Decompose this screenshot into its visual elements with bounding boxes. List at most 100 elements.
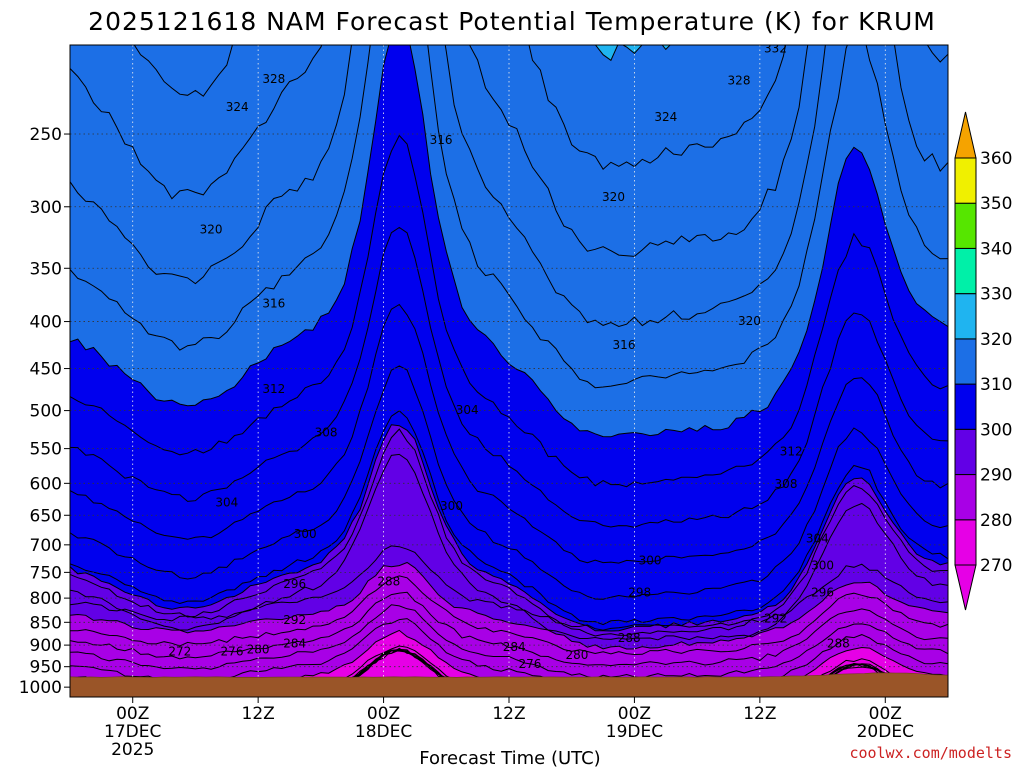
y-tick-label: 500 [30, 402, 62, 422]
contour-label: 320 [602, 190, 625, 204]
y-tick-label: 650 [30, 506, 62, 526]
y-tick-label: 450 [30, 360, 62, 380]
contour-label: 280 [565, 648, 588, 662]
colorbar-label: 310 [980, 375, 1012, 395]
contour-label: 288 [618, 631, 641, 645]
contour-label: 304 [806, 532, 829, 546]
x-tick-label: 12Z [743, 704, 776, 724]
terrain [70, 672, 948, 697]
colorbar-segment [954, 519, 977, 566]
x-tick-label: 00Z [618, 704, 651, 724]
x-tick-label: 18DEC [355, 722, 412, 742]
contour-label: 308 [775, 477, 798, 491]
contour-label: 320 [738, 314, 761, 328]
contour-label: 280 [247, 643, 270, 657]
contour-line [70, 561, 948, 641]
colorbar-segment [954, 157, 977, 204]
y-tick-label: 1000 [19, 678, 62, 698]
colorbar-label: 350 [980, 194, 1012, 214]
colorbar-segment [954, 247, 977, 295]
y-tick-label: 350 [30, 259, 62, 279]
contour-label: 316 [262, 297, 285, 311]
colorbar-segment [954, 293, 977, 340]
contour-label: 298 [628, 586, 651, 600]
contour-label: 300 [811, 558, 834, 572]
colorbar: 270 280 290 300 310 320 330 340 350 360 [954, 111, 1012, 611]
y-tick-label: 300 [30, 198, 62, 218]
colorbar-label: 280 [980, 511, 1012, 531]
colorbar-label: 290 [980, 466, 1012, 486]
contour-label: 312 [780, 445, 803, 459]
colorbar-arrow-bottom [954, 564, 977, 611]
contour-label: 328 [262, 72, 285, 86]
contour-line [70, 45, 948, 257]
contour-band [595, 45, 671, 61]
colorbar-label: 300 [980, 420, 1012, 440]
terrain-surface [70, 672, 948, 697]
contour-label: 304 [456, 403, 479, 417]
colorbar-label: 340 [980, 239, 1012, 259]
contour-line [70, 575, 948, 656]
contour-label: 308 [315, 426, 338, 440]
contour-labels: 3283243203163123083043002962922882842802… [168, 42, 850, 671]
contour-line [70, 365, 948, 600]
contour-label: 276 [221, 645, 244, 659]
contour-label: 316 [430, 133, 453, 147]
y-tick-label: 600 [30, 474, 62, 494]
contour-line [70, 604, 948, 679]
y-tick-label: 550 [30, 440, 62, 460]
x-tick-label: 17DEC [104, 722, 161, 742]
contour-label: 328 [728, 74, 751, 88]
contour-line [70, 424, 948, 632]
contour-line [70, 428, 948, 637]
contour-label: 284 [283, 637, 306, 651]
colorbar-arrow-top [954, 111, 977, 159]
contour-line [70, 45, 948, 438]
contour-band [70, 45, 948, 257]
y-tick-label: 850 [30, 613, 62, 633]
contour-line [70, 591, 948, 667]
y-tick-label: 400 [30, 313, 62, 333]
x-tick-label: 20DEC [857, 722, 914, 742]
y-tick-label: 700 [30, 536, 62, 556]
colorbar-label: 270 [980, 556, 1012, 576]
plot-area: 3283243203163123083043002962922882842802… [70, 42, 948, 697]
colorbar-segment [954, 202, 977, 249]
y-tick-label: 900 [30, 636, 62, 656]
contour-label: 304 [215, 495, 238, 509]
contour-label: 272 [168, 645, 191, 659]
contour-label: 320 [200, 223, 223, 237]
colorbar-label: 360 [980, 149, 1012, 169]
colorbar-segment [954, 383, 977, 430]
y-tick-label: 250 [30, 125, 62, 145]
contour-label: 332 [764, 42, 787, 56]
x-tick-label: 00Z [869, 704, 902, 724]
x-tick-label: 12Z [242, 704, 275, 724]
x-tick-label: 2025 [111, 740, 154, 760]
colorbar-label: 320 [980, 330, 1012, 350]
contour-label: 288 [827, 637, 850, 651]
y-axis: 250 300 350 400 450 500 550 600 650 700 750 800 850 9… [19, 125, 70, 698]
contour-label: 276 [518, 657, 541, 671]
contour-label: 324 [654, 110, 677, 124]
chart-title: 2025121618 NAM Forecast Potential Temper… [88, 7, 936, 36]
contour-label: 300 [639, 554, 662, 568]
contour-label: 300 [294, 527, 317, 541]
grid-lines [70, 45, 948, 697]
colorbar-segment [954, 428, 977, 475]
contour-line [70, 545, 948, 631]
y-tick-label: 800 [30, 589, 62, 609]
contour-label: 312 [262, 382, 285, 396]
x-tick-label: 19DEC [606, 722, 663, 742]
contour-label: 324 [226, 100, 249, 114]
contour-line [133, 45, 787, 170]
contour-line [70, 45, 948, 389]
contour-line [70, 410, 948, 626]
x-tick-label: 00Z [367, 704, 400, 724]
x-tick-label: 12Z [492, 704, 525, 724]
contour-line [70, 45, 948, 328]
x-tick-label: 00Z [116, 704, 149, 724]
contour-label: 292 [764, 612, 787, 626]
contour-label: 300 [440, 499, 463, 513]
